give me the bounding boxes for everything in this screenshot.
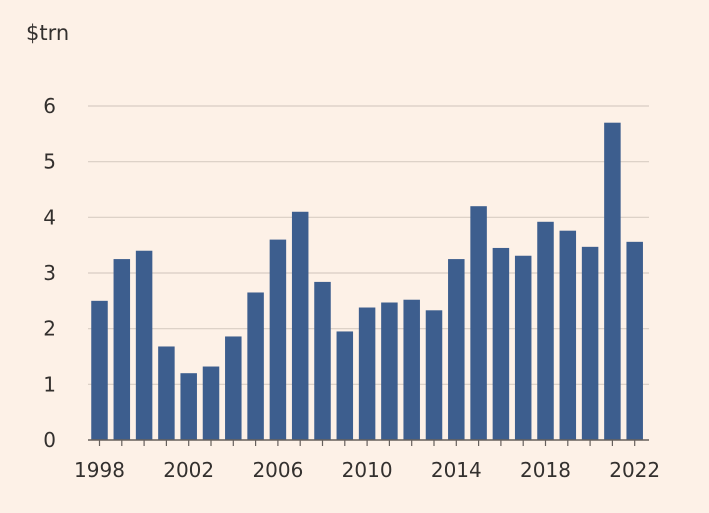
bar-2010 <box>358 307 376 440</box>
bar-2020 <box>581 246 599 440</box>
y-tick-label: 6 <box>43 94 56 118</box>
bar-2008 <box>314 281 331 440</box>
x-tick-label: 2014 <box>431 458 482 482</box>
bar-2015 <box>470 206 487 440</box>
x-axis <box>88 439 649 446</box>
bar-1998 <box>91 300 108 440</box>
gridlines <box>88 105 649 385</box>
bar-2019 <box>559 230 577 440</box>
bar-2005 <box>247 292 264 440</box>
x-tick-label: 2002 <box>163 458 214 482</box>
bar-2002 <box>180 373 197 440</box>
x-tick-label: 2022 <box>609 458 660 482</box>
bar-2014 <box>448 259 465 440</box>
bar-2003 <box>202 366 220 440</box>
bar-2022 <box>626 241 643 440</box>
bar-2011 <box>381 302 398 440</box>
bar-2000 <box>135 250 153 440</box>
bar-1999 <box>113 259 131 440</box>
y-axis-ticks: 0 1 2 3 4 5 6 <box>43 94 56 452</box>
bars <box>91 122 643 440</box>
y-tick-label: 2 <box>43 317 56 341</box>
x-tick-label: 2010 <box>342 458 393 482</box>
bar-2007 <box>291 211 309 440</box>
bar-2004 <box>225 336 242 440</box>
bar-2021 <box>604 122 621 440</box>
x-axis-ticks: 1998 2002 2006 2010 2014 2018 2022 <box>74 458 660 482</box>
bar-2006 <box>269 239 287 440</box>
bar-2013 <box>425 310 443 440</box>
bar-2018 <box>537 221 554 440</box>
y-tick-label: 1 <box>43 372 56 396</box>
bar-2016 <box>492 247 510 440</box>
bar-2001 <box>158 346 175 440</box>
y-tick-label: 4 <box>43 205 56 229</box>
bar-2009 <box>336 331 354 440</box>
x-tick-label: 2018 <box>520 458 571 482</box>
y-tick-label: 3 <box>43 261 56 285</box>
y-axis-label: $trn <box>26 21 69 45</box>
x-tick-label: 1998 <box>74 458 125 482</box>
bar-2017 <box>514 255 532 440</box>
y-tick-label: 5 <box>43 150 56 174</box>
bar-2012 <box>403 299 420 440</box>
y-tick-label: 0 <box>43 428 56 452</box>
x-tick-label: 2006 <box>252 458 303 482</box>
